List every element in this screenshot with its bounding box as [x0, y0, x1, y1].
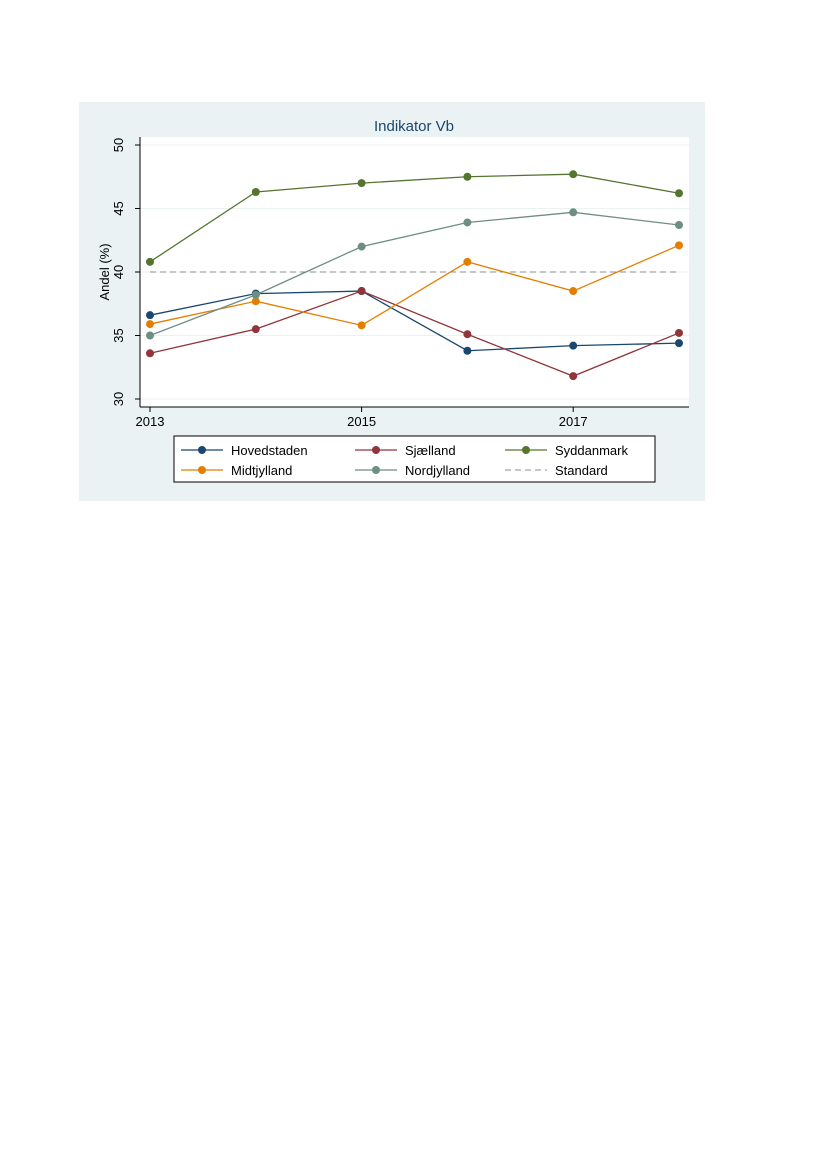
x-tick-label: 2013 — [136, 414, 165, 429]
y-tick-label: 40 — [111, 265, 126, 279]
series-line-midtjylland — [149, 244, 680, 327]
data-point-sjaelland — [675, 328, 683, 337]
data-point-syddanmark — [251, 187, 260, 196]
legend-label-syddanmark: Syddanmark — [555, 443, 628, 458]
data-point-midtjylland — [569, 287, 578, 296]
series-line-sjaelland — [149, 290, 680, 377]
line-chart: 30 35 40 45 50 2013 2015 2017 Indikator Vb And… — [97, 118, 689, 483]
legend-marker-hovedstaden — [198, 446, 206, 454]
data-point-nordjylland — [675, 221, 683, 230]
data-point-syddanmark — [357, 179, 366, 188]
data-point-nordjylland — [146, 331, 154, 340]
data-point-nordjylland — [463, 218, 472, 227]
x-tick-label: 2015 — [347, 414, 376, 429]
series-line-hovedstaden — [149, 290, 680, 352]
data-point-hovedstaden — [569, 341, 578, 350]
data-point-midtjylland — [146, 320, 154, 329]
data-point-sjaelland — [569, 372, 578, 381]
legend-label-midtjylland: Midtjylland — [231, 463, 292, 478]
legend-marker-sjaelland — [372, 446, 380, 454]
data-point-nordjylland — [357, 242, 366, 251]
data-point-hovedstaden — [463, 346, 472, 355]
series-line-syddanmark — [149, 173, 680, 263]
legend-label-hovedstaden: Hovedstaden — [231, 443, 308, 458]
data-point-syddanmark — [463, 172, 472, 181]
data-point-sjaelland — [463, 330, 472, 339]
series-layer — [146, 170, 683, 381]
y-tick-label: 45 — [111, 201, 126, 215]
legend-label-sjaelland: Sjælland — [405, 443, 456, 458]
legend-box — [173, 435, 656, 483]
legend-label-standard: Standard — [555, 463, 608, 478]
data-point-sjaelland — [251, 325, 260, 334]
y-axis-title: Andel (%) — [97, 243, 112, 300]
data-point-nordjylland — [251, 290, 260, 299]
x-tick-label: 2017 — [559, 414, 588, 429]
data-point-syddanmark — [569, 170, 578, 179]
chart-title: Indikator Vb — [374, 118, 454, 135]
data-point-sjaelland — [357, 287, 366, 296]
data-point-midtjylland — [463, 257, 472, 266]
legend-label-nordjylland: Nordjylland — [405, 463, 470, 478]
y-axis-ticks: 30 35 40 45 50 — [111, 138, 140, 406]
data-point-midtjylland — [357, 321, 366, 330]
y-tick-label: 30 — [111, 392, 126, 406]
data-point-hovedstaden — [675, 339, 683, 348]
data-point-hovedstaden — [146, 311, 154, 320]
y-tick-label: 50 — [111, 138, 126, 152]
data-point-syddanmark — [146, 257, 154, 266]
data-point-nordjylland — [569, 208, 578, 217]
legend-marker-syddanmark — [522, 446, 530, 454]
legend-marker-midtjylland — [198, 466, 206, 474]
chart-panel: 30 35 40 45 50 2013 2015 2017 Indikator Vb And… — [79, 102, 705, 501]
y-tick-label: 35 — [111, 328, 126, 342]
data-point-midtjylland — [675, 241, 683, 250]
x-axis-ticks: 2013 2015 2017 — [136, 407, 588, 429]
data-point-sjaelland — [146, 349, 154, 358]
series-line-nordjylland — [149, 211, 680, 337]
legend-marker-nordjylland — [372, 466, 380, 474]
legend: Hovedstaden Sjælland Syddanmark Midtjylland… — [173, 435, 656, 483]
data-point-syddanmark — [675, 189, 683, 198]
data-point-midtjylland — [251, 297, 260, 306]
